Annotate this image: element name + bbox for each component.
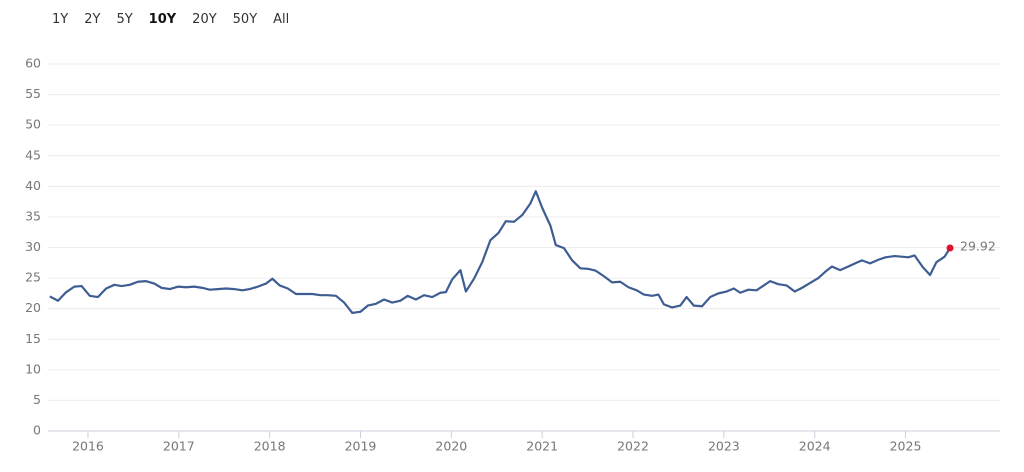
x-tick-label: 2017 <box>163 439 195 454</box>
x-tick-label: 2019 <box>345 439 377 454</box>
x-tick-label: 2021 <box>526 439 558 454</box>
y-tick-label: 50 <box>25 117 41 132</box>
x-tick-label: 2016 <box>72 439 104 454</box>
y-tick-label: 15 <box>25 331 41 346</box>
range-button[interactable]: 50Y <box>232 12 258 27</box>
y-tick-label: 30 <box>25 239 41 254</box>
y-tick-label: 35 <box>25 208 41 223</box>
range-button[interactable]: All <box>273 12 290 27</box>
y-tick-label: 10 <box>25 361 41 376</box>
range-button[interactable]: 10Y <box>148 12 177 27</box>
range-button[interactable]: 2Y <box>84 12 101 27</box>
last-point <box>946 244 954 252</box>
y-tick-label: 55 <box>25 86 41 101</box>
x-tick-label: 2023 <box>708 439 740 454</box>
x-tick-label: 2022 <box>617 439 649 454</box>
y-tick-label: 20 <box>25 300 41 315</box>
x-tick-label: 2024 <box>799 439 831 454</box>
y-tick-label: 25 <box>25 270 41 285</box>
range-button[interactable]: 5Y <box>116 12 133 27</box>
range-button[interactable]: 20Y <box>192 12 217 27</box>
range-selector: 1Y 2Y 5Y 10Y 20Y 50Y All <box>44 12 297 27</box>
y-tick-label: 0 <box>33 423 41 438</box>
y-tick-label: 40 <box>25 178 41 193</box>
range-button[interactable]: 1Y <box>52 12 69 27</box>
x-tick-label: 2025 <box>890 439 922 454</box>
x-tick-label: 2018 <box>254 439 286 454</box>
last-value-label: 29.92 <box>960 238 996 253</box>
y-tick-label: 45 <box>25 147 41 162</box>
y-tick-label: 60 <box>25 56 41 71</box>
y-tick-label: 5 <box>33 392 41 407</box>
x-tick-label: 2020 <box>435 439 467 454</box>
line <box>49 190 951 315</box>
